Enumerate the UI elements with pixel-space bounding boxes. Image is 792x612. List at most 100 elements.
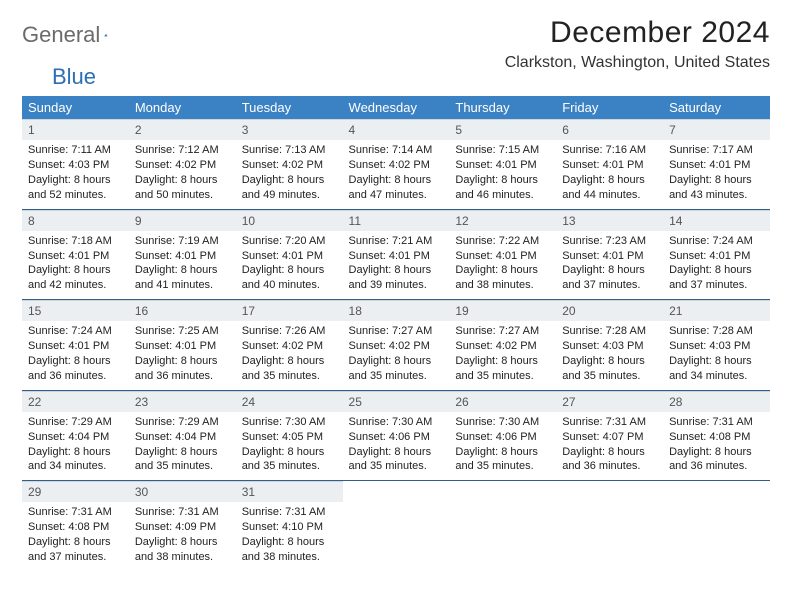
sunrise-text: Sunrise: 7:31 AM [28,505,123,520]
daylight-text: Daylight: 8 hours and 34 minutes. [28,445,123,475]
calendar-week-row: 1Sunrise: 7:11 AMSunset: 4:03 PMDaylight… [22,119,770,209]
sunset-text: Sunset: 4:03 PM [28,158,123,173]
sunset-text: Sunset: 4:09 PM [135,520,230,535]
calendar-day-cell: 22Sunrise: 7:29 AMSunset: 4:04 PMDayligh… [22,390,129,481]
sunset-text: Sunset: 4:01 PM [135,339,230,354]
sunrise-text: Sunrise: 7:21 AM [349,234,444,249]
sunset-text: Sunset: 4:06 PM [455,430,550,445]
calendar-day-cell: 13Sunrise: 7:23 AMSunset: 4:01 PMDayligh… [556,209,663,300]
calendar-day-cell: 31Sunrise: 7:31 AMSunset: 4:10 PMDayligh… [236,481,343,571]
calendar-day-cell: 24Sunrise: 7:30 AMSunset: 4:05 PMDayligh… [236,390,343,481]
daylight-text: Daylight: 8 hours and 34 minutes. [669,354,764,384]
calendar-day-cell: 16Sunrise: 7:25 AMSunset: 4:01 PMDayligh… [129,300,236,391]
sunrise-text: Sunrise: 7:27 AM [455,324,550,339]
sunset-text: Sunset: 4:01 PM [349,249,444,264]
sunset-text: Sunset: 4:01 PM [135,249,230,264]
daylight-text: Daylight: 8 hours and 37 minutes. [562,263,657,293]
calendar-day-cell: 3Sunrise: 7:13 AMSunset: 4:02 PMDaylight… [236,119,343,209]
daylight-text: Daylight: 8 hours and 35 minutes. [242,445,337,475]
sunrise-text: Sunrise: 7:22 AM [455,234,550,249]
sunset-text: Sunset: 4:01 PM [28,249,123,264]
daylight-text: Daylight: 8 hours and 35 minutes. [349,445,444,475]
sunrise-text: Sunrise: 7:11 AM [28,143,123,158]
calendar-day-cell: 1Sunrise: 7:11 AMSunset: 4:03 PMDaylight… [22,119,129,209]
calendar-day-cell [343,481,450,571]
sunset-text: Sunset: 4:10 PM [242,520,337,535]
day-body: Sunrise: 7:29 AMSunset: 4:04 PMDaylight:… [129,412,236,480]
day-number: 15 [22,300,129,321]
sunset-text: Sunset: 4:02 PM [455,339,550,354]
day-number: 29 [22,481,129,502]
sunrise-text: Sunrise: 7:31 AM [242,505,337,520]
calendar-day-cell: 14Sunrise: 7:24 AMSunset: 4:01 PMDayligh… [663,209,770,300]
day-number: 4 [343,119,450,140]
sunset-text: Sunset: 4:02 PM [349,339,444,354]
weekday-header: Sunday [22,96,129,119]
weekday-header: Saturday [663,96,770,119]
daylight-text: Daylight: 8 hours and 35 minutes. [135,445,230,475]
daylight-text: Daylight: 8 hours and 35 minutes. [455,354,550,384]
day-number: 30 [129,481,236,502]
calendar-day-cell [449,481,556,571]
sunrise-text: Sunrise: 7:19 AM [135,234,230,249]
daylight-text: Daylight: 8 hours and 35 minutes. [242,354,337,384]
day-number: 27 [556,391,663,412]
day-body: Sunrise: 7:31 AMSunset: 4:08 PMDaylight:… [22,502,129,570]
sunrise-text: Sunrise: 7:30 AM [349,415,444,430]
day-body: Sunrise: 7:24 AMSunset: 4:01 PMDaylight:… [22,321,129,389]
day-number: 1 [22,119,129,140]
logo-word-2: Blue [52,64,96,90]
calendar-day-cell: 7Sunrise: 7:17 AMSunset: 4:01 PMDaylight… [663,119,770,209]
day-number: 24 [236,391,343,412]
day-body: Sunrise: 7:29 AMSunset: 4:04 PMDaylight:… [22,412,129,480]
calendar-day-cell: 19Sunrise: 7:27 AMSunset: 4:02 PMDayligh… [449,300,556,391]
day-number: 28 [663,391,770,412]
sunset-text: Sunset: 4:02 PM [242,158,337,173]
sunrise-text: Sunrise: 7:31 AM [669,415,764,430]
calendar-day-cell [663,481,770,571]
calendar-day-cell: 12Sunrise: 7:22 AMSunset: 4:01 PMDayligh… [449,209,556,300]
sunset-text: Sunset: 4:03 PM [669,339,764,354]
logo-sail-icon [104,25,108,45]
day-number: 20 [556,300,663,321]
daylight-text: Daylight: 8 hours and 35 minutes. [455,445,550,475]
sunrise-text: Sunrise: 7:18 AM [28,234,123,249]
calendar-day-cell: 18Sunrise: 7:27 AMSunset: 4:02 PMDayligh… [343,300,450,391]
day-number: 17 [236,300,343,321]
day-number: 13 [556,210,663,231]
daylight-text: Daylight: 8 hours and 46 minutes. [455,173,550,203]
sunset-text: Sunset: 4:08 PM [669,430,764,445]
sunset-text: Sunset: 4:02 PM [135,158,230,173]
sunrise-text: Sunrise: 7:28 AM [669,324,764,339]
weekday-header: Tuesday [236,96,343,119]
weekday-header: Friday [556,96,663,119]
day-body: Sunrise: 7:31 AMSunset: 4:09 PMDaylight:… [129,502,236,570]
day-body: Sunrise: 7:11 AMSunset: 4:03 PMDaylight:… [22,140,129,208]
calendar-day-cell: 30Sunrise: 7:31 AMSunset: 4:09 PMDayligh… [129,481,236,571]
day-number: 16 [129,300,236,321]
sunrise-text: Sunrise: 7:30 AM [242,415,337,430]
daylight-text: Daylight: 8 hours and 35 minutes. [562,354,657,384]
sunset-text: Sunset: 4:07 PM [562,430,657,445]
sunrise-text: Sunrise: 7:31 AM [562,415,657,430]
calendar-day-cell: 17Sunrise: 7:26 AMSunset: 4:02 PMDayligh… [236,300,343,391]
calendar-day-cell: 2Sunrise: 7:12 AMSunset: 4:02 PMDaylight… [129,119,236,209]
daylight-text: Daylight: 8 hours and 38 minutes. [135,535,230,565]
daylight-text: Daylight: 8 hours and 50 minutes. [135,173,230,203]
calendar-day-cell: 27Sunrise: 7:31 AMSunset: 4:07 PMDayligh… [556,390,663,481]
sunrise-text: Sunrise: 7:16 AM [562,143,657,158]
sunset-text: Sunset: 4:01 PM [28,339,123,354]
day-body: Sunrise: 7:23 AMSunset: 4:01 PMDaylight:… [556,231,663,299]
calendar-day-cell: 8Sunrise: 7:18 AMSunset: 4:01 PMDaylight… [22,209,129,300]
day-number: 22 [22,391,129,412]
day-body: Sunrise: 7:21 AMSunset: 4:01 PMDaylight:… [343,231,450,299]
day-body: Sunrise: 7:27 AMSunset: 4:02 PMDaylight:… [343,321,450,389]
day-body: Sunrise: 7:28 AMSunset: 4:03 PMDaylight:… [663,321,770,389]
sunrise-text: Sunrise: 7:13 AM [242,143,337,158]
logo-word-1: General [22,22,100,48]
sunrise-text: Sunrise: 7:24 AM [28,324,123,339]
sunset-text: Sunset: 4:01 PM [455,158,550,173]
calendar-grid: Sunday Monday Tuesday Wednesday Thursday… [22,96,770,571]
day-body: Sunrise: 7:31 AMSunset: 4:08 PMDaylight:… [663,412,770,480]
daylight-text: Daylight: 8 hours and 43 minutes. [669,173,764,203]
